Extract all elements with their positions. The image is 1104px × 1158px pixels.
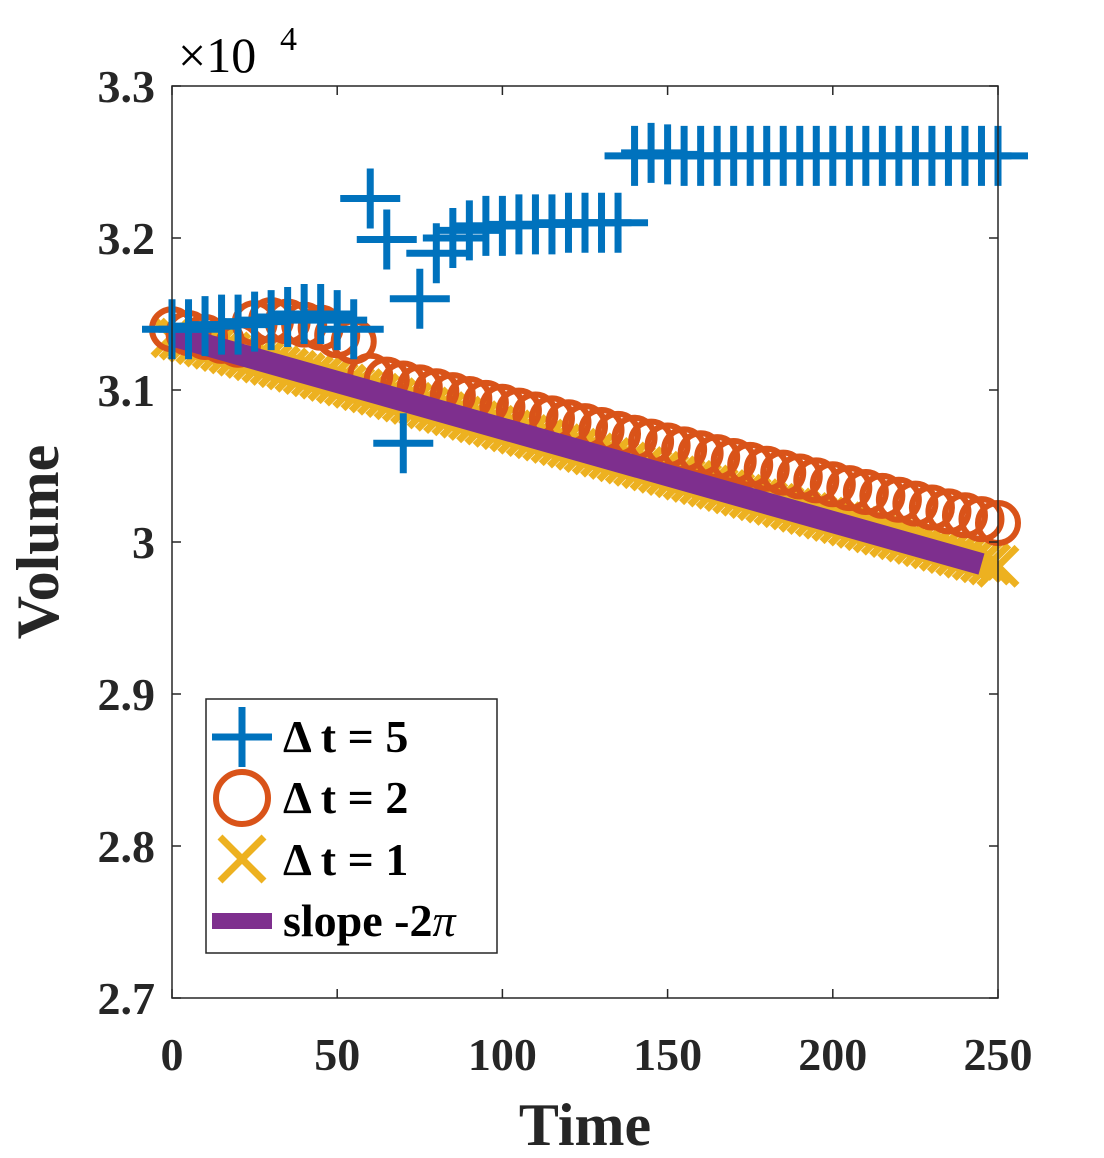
dt2-point — [677, 430, 724, 477]
y-tick-label: 2.7 — [98, 973, 156, 1024]
y-tick-label: 3.1 — [98, 365, 156, 416]
legend-label-dt5-prefix: Δ t = — [283, 711, 385, 762]
legend-label-dt5-value: 5 — [385, 711, 408, 762]
legend-label-dt1-prefix: Δ t = — [283, 834, 385, 885]
series-layer — [142, 122, 1028, 588]
dt5-point — [356, 209, 417, 270]
dt1-point — [968, 542, 1012, 586]
dt5-point — [323, 299, 384, 360]
dt2-point — [925, 488, 972, 535]
dt2-point — [760, 449, 807, 496]
y-tick-label: 3 — [132, 517, 155, 568]
dt2-point — [859, 472, 906, 519]
x-tick-label: 100 — [468, 1029, 537, 1080]
dt5-point — [588, 192, 649, 253]
dt2-point — [727, 441, 774, 488]
slope-line — [169, 324, 985, 575]
x-tick-label: 150 — [633, 1029, 702, 1080]
legend-plus-symbol — [212, 707, 272, 767]
dt2-point — [776, 453, 823, 500]
legend-label-dt1: Δ t = 1 — [283, 834, 408, 885]
dt5-point — [373, 413, 434, 474]
legend-label-dt2-value: 2 — [385, 772, 408, 823]
dt2-point — [710, 437, 757, 484]
legend-label-dt2: Δ t = 2 — [283, 772, 408, 823]
y-tick-label: 3.2 — [98, 213, 156, 264]
y-multiplier-exponent: 4 — [280, 21, 297, 58]
dt2-point — [892, 480, 939, 527]
legend-box — [205, 698, 498, 954]
legend-label-dt1-value: 1 — [385, 834, 408, 885]
series-dt5 — [142, 122, 1028, 474]
y-tick-label: 3.3 — [98, 61, 156, 112]
legend-label-slope-prefix: slope -2 — [283, 895, 433, 946]
x-axis-label: Time — [519, 1092, 651, 1158]
y-tick-label: 2.9 — [98, 669, 156, 720]
series-slope — [169, 324, 985, 575]
dt2-point — [958, 496, 1005, 543]
x-tick-label: 50 — [314, 1029, 360, 1080]
x-tick-label: 200 — [798, 1029, 867, 1080]
plot-frame — [171, 85, 999, 999]
dt2-point — [809, 461, 856, 508]
legend-label-dt2-prefix: Δ t = — [283, 772, 385, 823]
dt2-point — [694, 434, 741, 481]
y-multiplier-label: ×10 — [178, 27, 256, 83]
legend-label-slope-pi: π — [433, 895, 458, 946]
y-axis-label: Volume — [5, 445, 71, 639]
dt2-point — [793, 457, 840, 504]
dt5-point — [389, 268, 450, 329]
x-tick-label: 250 — [964, 1029, 1033, 1080]
dt2-point — [908, 484, 955, 531]
ticks-layer: 0 50 100 150 200 250 2.7 2.8 2.9 3 3.1 3.2 3.3 — [98, 61, 1033, 1080]
dt2-point — [941, 492, 988, 539]
legend-symbols — [212, 707, 272, 929]
dt2-point — [826, 465, 873, 512]
y-tick-label: 2.8 — [98, 821, 156, 872]
x-tick-label: 0 — [161, 1029, 184, 1080]
legend-label-dt5: Δ t = 5 — [283, 711, 408, 762]
legend-label-slope: slope -2π — [283, 895, 458, 946]
dt2-point — [842, 468, 889, 515]
legend-cross-symbol — [217, 834, 267, 884]
dt5-point — [340, 168, 401, 229]
dt2-point — [875, 476, 922, 523]
dt2-point — [743, 445, 790, 492]
legend-circle-symbol — [213, 769, 271, 827]
legend: Δ t = 5 Δ t = 2 Δ t = 1 slope -2π — [205, 698, 498, 954]
